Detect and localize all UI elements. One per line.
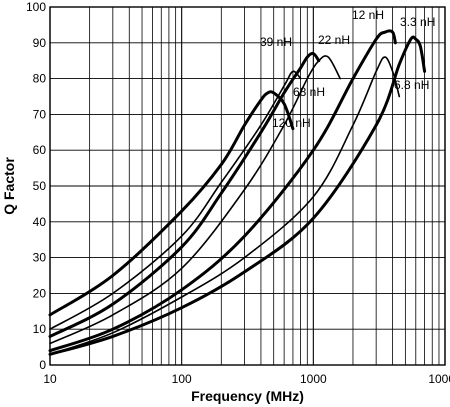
y-tick-label: 20 [33,286,47,300]
series-label: 68 nH [293,85,325,99]
series-curves [48,29,427,356]
y-tick-label: 100 [26,0,46,14]
series-line-39-nh [48,51,321,338]
y-tick-label: 60 [33,143,47,157]
x-tick-label: 1000 [300,372,327,386]
series-line-22-nh [49,55,341,345]
y-axis-title: Q Factor [1,157,17,215]
series-label: 3.3 nH [400,15,435,29]
series-line-120-nh [48,90,295,317]
x-tick-label: 100 [172,372,192,386]
y-tick-label: 40 [33,215,47,229]
y-tick-label: 0 [39,358,46,372]
x-tick-label: 10 [43,372,57,386]
series-line-12-nh [48,29,397,353]
y-tick-label: 90 [33,36,47,50]
y-tick-label: 30 [33,251,47,265]
y-tick-label: 10 [33,322,47,336]
series-label: 12 nH [352,8,384,22]
plot-border [49,6,446,366]
tick-labels: 101001000100000102030405060708090100 [26,0,450,386]
series-line-68-nh [49,70,302,330]
x-axis-title: Frequency (MHz) [191,388,304,404]
series-line-6-8-nh [49,56,401,356]
y-tick-label: 70 [33,107,47,121]
x-tick-label: 10000 [428,372,450,386]
series-label: 120 nH [272,116,311,130]
series-label: 39 nH [260,35,292,49]
series-line-3-3-nh [48,35,427,356]
y-tick-label: 50 [33,179,47,193]
y-tick-label: 80 [33,72,47,86]
series-label: 6.8 nH [394,78,429,92]
series-label: 22 nH [318,33,350,47]
